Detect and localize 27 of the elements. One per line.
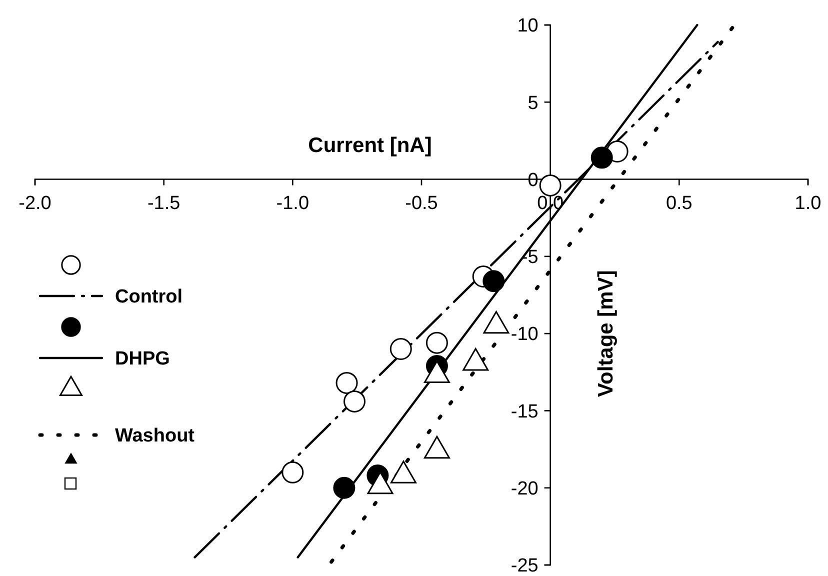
x-tick-label: -1.5 bbox=[147, 192, 180, 214]
y-axis-title: Voltage [mV] bbox=[594, 270, 618, 397]
legend-label: DHPG bbox=[115, 348, 170, 370]
point bbox=[390, 338, 412, 360]
point bbox=[590, 146, 613, 169]
y-tick-label: -25 bbox=[510, 556, 538, 576]
point bbox=[333, 476, 356, 499]
legend-label: Control bbox=[115, 286, 183, 308]
point bbox=[282, 461, 304, 484]
x-tick-label: -1.0 bbox=[276, 192, 310, 214]
x-tick-label: -2.0 bbox=[18, 192, 52, 214]
point bbox=[344, 390, 366, 412]
x-axis-title: Current [nA] bbox=[308, 134, 432, 157]
y-tick-label: -10 bbox=[510, 324, 538, 346]
point bbox=[482, 270, 505, 292]
point bbox=[426, 332, 448, 354]
point bbox=[539, 174, 562, 196]
x-tick-label: -0.5 bbox=[405, 192, 438, 214]
y-tick-label: -20 bbox=[510, 478, 538, 500]
y-tick-label: 10 bbox=[517, 16, 538, 37]
y-tick-label: 5 bbox=[528, 92, 538, 114]
y-tick-label: -15 bbox=[510, 401, 538, 422]
y-tick-label: -5 bbox=[521, 247, 538, 268]
x-tick-label: 0.5 bbox=[666, 192, 692, 214]
x-tick-label: 1.0 bbox=[794, 192, 822, 214]
legend-label: Washout bbox=[115, 426, 196, 447]
point bbox=[336, 372, 358, 394]
